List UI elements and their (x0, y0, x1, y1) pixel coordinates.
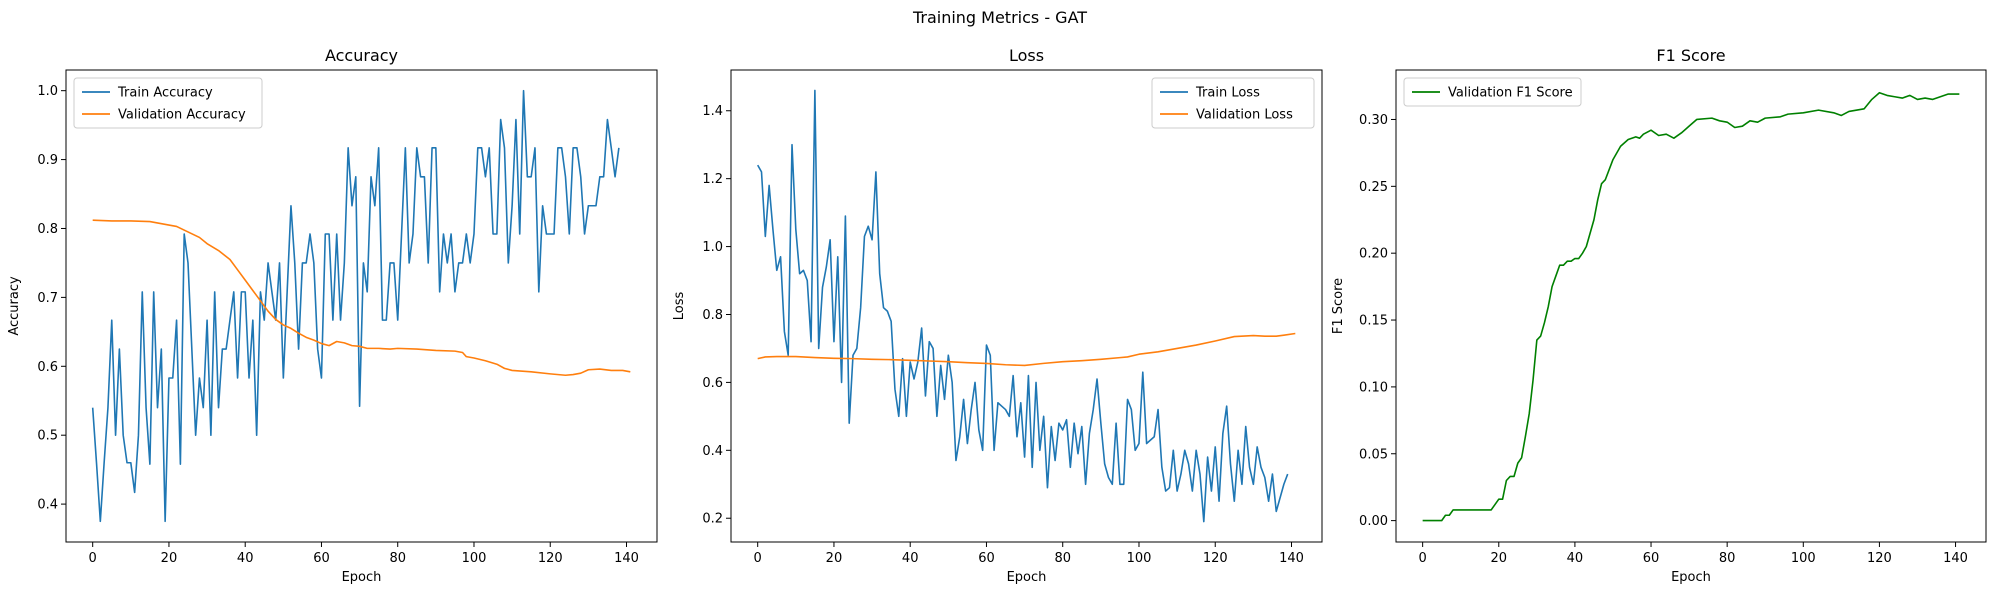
accuracy-title: Accuracy (325, 46, 398, 65)
loss-panel: Loss 0 20 40 60 80 100 120 140 0.2 0.4 0.6 0.8 1.0 1.2… (672, 46, 1323, 585)
f1-score-xtick-label: 0 (1419, 551, 1427, 566)
loss-xtick-label: 20 (826, 551, 843, 566)
loss-xtick-label: 40 (902, 551, 919, 566)
loss-xtick-label: 80 (1054, 551, 1071, 566)
loss-xtick-label: 120 (1203, 551, 1228, 566)
f1-score-legend-box (1403, 77, 1582, 107)
legend-label: Train Loss (1195, 86, 1260, 101)
f1-score-frame (1395, 69, 1987, 543)
f1-score-xtick-label: 20 (1491, 551, 1508, 566)
f1-score-ytick-label: 0.15 (1359, 314, 1388, 329)
f1-score-title: F1 Score (1656, 46, 1725, 65)
f1-score-xtick-label: 120 (1867, 551, 1892, 566)
f1-score-xtick-label: 40 (1567, 551, 1584, 566)
loss-xtick-label: 100 (1127, 551, 1152, 566)
validation-accuracy-line (92, 219, 631, 377)
f1-score-ytick-label: 0.30 (1359, 113, 1388, 128)
accuracy-ytick-label: 0.7 (37, 291, 58, 306)
loss-ytick-label: 1.2 (702, 172, 723, 187)
loss-ytick-label: 0.4 (702, 444, 723, 459)
accuracy-xtick-label: 0 (89, 551, 97, 566)
legend-label: Validation Accuracy (118, 108, 246, 123)
f1-score-xtick-label: 100 (1791, 551, 1816, 566)
f1-score-ylabel: F1 Score (1331, 278, 1346, 334)
train-accuracy-line (91, 89, 620, 523)
accuracy-ylabel: Accuracy (7, 276, 22, 336)
f1-score-ytick-label: 0.20 (1359, 247, 1388, 262)
f1-score-panel: F1 Score 0 20 40 60 80 100 120 140 0.00 0.05 0.10 0.… (1331, 46, 1987, 585)
f1-score-xtick-label: 60 (1643, 551, 1660, 566)
accuracy-ytick-label: 1.0 (37, 84, 58, 99)
loss-xtick-label: 0 (754, 551, 762, 566)
legend-label: Train Accuracy (117, 86, 213, 101)
train-loss-line (756, 89, 1289, 523)
validation-loss-line (757, 332, 1296, 367)
accuracy-frame (65, 69, 658, 543)
accuracy-legend-box (73, 77, 263, 129)
accuracy-xtick-label: 20 (161, 551, 178, 566)
accuracy-ytick-label: 0.6 (37, 360, 58, 375)
accuracy-ytick-label: 0.5 (37, 429, 58, 444)
legend-label: Validation F1 Score (1448, 86, 1573, 101)
accuracy-xlabel: Epoch (342, 570, 382, 585)
loss-legend-box (1151, 77, 1315, 129)
accuracy-xtick-label: 80 (389, 551, 406, 566)
accuracy-xtick-label: 120 (538, 551, 563, 566)
accuracy-xtick-label: 60 (313, 551, 330, 566)
f1-score-ytick-label: 0.25 (1359, 180, 1388, 195)
f1-score-ytick-label: 0.00 (1359, 514, 1388, 529)
loss-xtick-label: 60 (978, 551, 995, 566)
accuracy-ytick-label: 0.8 (37, 222, 58, 237)
accuracy-ytick-label: 0.4 (37, 498, 58, 513)
f1-score-xtick-label: 80 (1719, 551, 1736, 566)
loss-xlabel: Epoch (1007, 570, 1047, 585)
loss-ytick-label: 1.0 (702, 240, 723, 255)
loss-ytick-label: 1.4 (702, 104, 723, 119)
f1-score-ytick-label: 0.10 (1359, 380, 1388, 395)
accuracy-xtick-label: 140 (614, 551, 639, 566)
loss-ylabel: Loss (672, 292, 687, 321)
accuracy-legend: Train Accuracy Validation Accuracy (73, 77, 263, 129)
accuracy-xtick-label: 40 (237, 551, 254, 566)
loss-ytick-label: 0.6 (702, 376, 723, 391)
f1-score-xlabel: Epoch (1671, 570, 1711, 585)
f1-score-ytick-label: 0.05 (1359, 447, 1388, 462)
loss-ytick-label: 0.8 (702, 308, 723, 323)
loss-ytick-label: 0.2 (702, 512, 723, 527)
legend-label: Validation Loss (1196, 108, 1293, 123)
validation-f1-score-line (1422, 91, 1960, 522)
accuracy-panel: Accuracy 0 20 40 60 80 100 120 140 0.4 0.5 0.6 0.7 0.… (7, 46, 658, 585)
loss-legend: Train Loss Validation Loss (1151, 77, 1315, 129)
accuracy-ytick-label: 0.9 (37, 153, 58, 168)
accuracy-xtick-label: 100 (462, 551, 487, 566)
f1-score-xtick-label: 140 (1943, 551, 1968, 566)
f1-score-legend: Validation F1 Score (1403, 77, 1582, 107)
loss-title: Loss (1009, 46, 1044, 65)
loss-xtick-label: 140 (1279, 551, 1304, 566)
figure-title: Training Metrics - GAT (912, 8, 1088, 27)
loss-frame (730, 69, 1323, 543)
